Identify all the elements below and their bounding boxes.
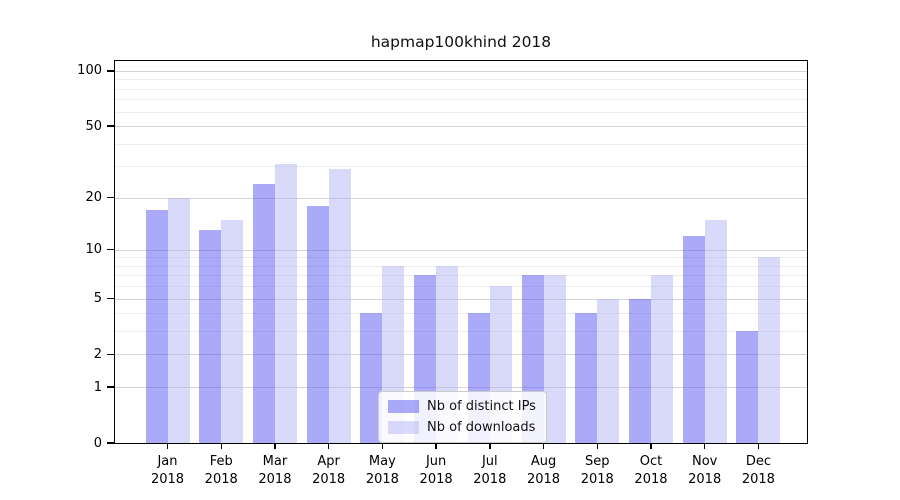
bar-distinct-ips-mar <box>252 183 275 443</box>
bar-downloads-oct <box>650 275 673 443</box>
x-tick-mark-jul <box>489 444 491 449</box>
legend-swatch-downloads-icon <box>388 421 419 434</box>
y-tick-mark-20 <box>107 196 114 199</box>
x-tick-label-dec: Dec 2018 <box>741 454 775 487</box>
y-tick-label-0: 0 <box>93 435 102 451</box>
plot-area: Nb of distinct IPs Nb of downloads <box>114 60 808 444</box>
bar-distinct-ips-oct <box>628 298 651 443</box>
legend: Nb of distinct IPs Nb of downloads <box>378 391 547 443</box>
y-tick-mark-100 <box>107 70 114 72</box>
y-tick-label-2: 2 <box>93 346 102 362</box>
y-tick-label-1: 1 <box>93 379 102 395</box>
bar-distinct-ips-feb <box>199 230 222 443</box>
y-tick-label-50: 50 <box>85 118 102 134</box>
gridline-minor-6 <box>115 286 807 288</box>
bar-distinct-ips-jan <box>145 210 168 443</box>
gridline-minor-3 <box>115 331 807 333</box>
bar-downloads-aug <box>543 275 566 443</box>
gridline-minor-60 <box>115 111 807 113</box>
bar-downloads-mar <box>274 163 297 443</box>
gridline-major-50 <box>115 126 807 128</box>
bar-distinct-ips-may <box>360 313 383 443</box>
y-tick-mark-5 <box>107 297 114 300</box>
x-tick-mark-jan <box>166 444 169 449</box>
legend-label-distinct-ips: Nb of distinct IPs <box>427 399 536 414</box>
x-tick-label-jan: Jan 2018 <box>150 454 185 487</box>
x-tick-mark-nov <box>704 444 706 449</box>
gridline-major-1 <box>115 387 807 389</box>
bar-distinct-ips-dec <box>736 331 759 443</box>
bar-downloads-apr <box>328 168 351 443</box>
x-tick-mark-mar <box>274 444 276 449</box>
bar-downloads-nov <box>704 219 727 443</box>
bar-distinct-ips-apr <box>306 205 329 443</box>
gridline-minor-90 <box>115 79 807 81</box>
y-tick-label-100: 100 <box>77 63 102 79</box>
x-tick-mark-sep <box>596 444 598 449</box>
x-tick-label-sep: Sep 2018 <box>580 454 614 487</box>
y-tick-label-10: 10 <box>85 242 102 258</box>
x-tick-label-apr: Apr 2018 <box>312 454 346 487</box>
y-tick-label-5: 5 <box>93 291 102 307</box>
gridline-minor-30 <box>115 166 807 168</box>
gridline-major-5 <box>115 298 807 300</box>
x-tick-mark-feb <box>220 444 222 449</box>
gridline-minor-7 <box>115 275 807 277</box>
x-tick-label-aug: Aug 2018 <box>526 454 561 487</box>
x-tick-mark-oct <box>650 444 652 449</box>
legend-swatch-distinct-ips-icon <box>388 400 419 413</box>
legend-entry-downloads: Nb of downloads <box>388 419 536 436</box>
chart-title: hapmap100khind 2018 <box>370 33 552 51</box>
y-tick-mark-10 <box>107 249 114 251</box>
x-tick-mark-may <box>381 444 384 449</box>
gridline-major-10 <box>115 249 807 251</box>
gridline-major-100 <box>115 70 807 72</box>
y-tick-mark-50 <box>107 125 114 127</box>
bar-downloads-sep <box>597 298 620 443</box>
x-tick-label-mar: Mar 2018 <box>258 454 292 487</box>
legend-entry-distinct-ips: Nb of distinct IPs <box>388 398 536 415</box>
bar-downloads-feb <box>221 219 244 443</box>
gridline-major-20 <box>115 197 807 199</box>
x-tick-label-nov: Nov 2018 <box>688 454 722 487</box>
legend-label-downloads: Nb of downloads <box>427 420 536 435</box>
y-tick-mark-2 <box>107 353 114 356</box>
x-tick-mark-apr <box>327 444 330 449</box>
x-tick-label-jun: Jun 2018 <box>419 454 453 487</box>
x-tick-label-feb: Feb 2018 <box>204 454 238 487</box>
gridline-minor-8 <box>115 265 807 267</box>
gridline-minor-9 <box>115 257 807 259</box>
bar-distinct-ips-sep <box>575 313 598 443</box>
y-tick-mark-1 <box>107 386 114 388</box>
bar-downloads-dec <box>758 257 781 443</box>
plot-canvas <box>115 61 807 443</box>
x-tick-label-may: May 2018 <box>365 454 399 487</box>
bar-downloads-jan <box>167 197 190 443</box>
gridline-minor-70 <box>115 99 807 101</box>
bar-distinct-ips-nov <box>682 236 705 443</box>
x-tick-mark-jun <box>435 444 437 449</box>
x-tick-label-oct: Oct 2018 <box>634 454 668 487</box>
y-tick-label-20: 20 <box>85 190 102 206</box>
gridline-minor-40 <box>115 143 807 145</box>
gridline-minor-4 <box>115 313 807 315</box>
x-tick-mark-dec <box>757 444 760 449</box>
x-tick-mark-aug <box>542 444 545 449</box>
gridline-minor-80 <box>115 88 807 90</box>
x-tick-label-jul: Jul 2018 <box>473 454 507 487</box>
y-tick-mark-0 <box>107 442 114 444</box>
gridline-major-2 <box>115 354 807 356</box>
